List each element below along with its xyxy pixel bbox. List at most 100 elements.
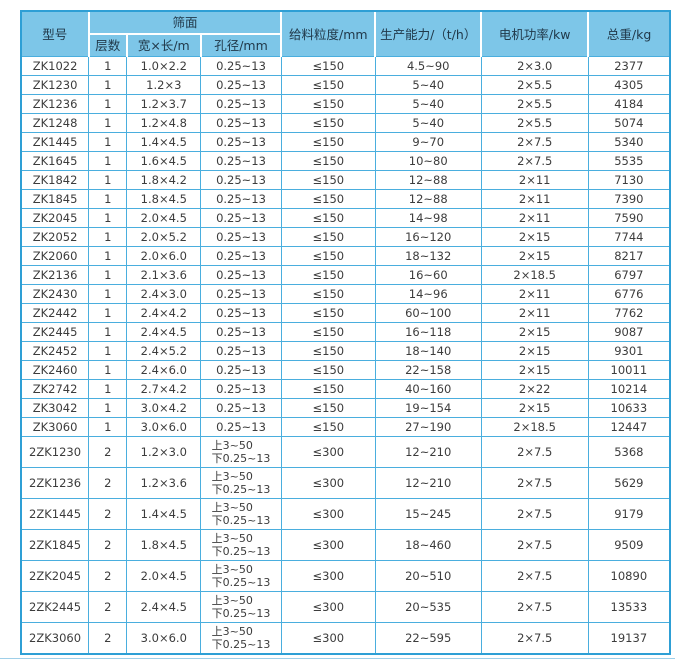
cell-width_length: 2.0×4.5 — [126, 208, 202, 228]
cell-layers: 1 — [88, 94, 128, 114]
cell-motor_power: 2×5.5 — [480, 75, 589, 95]
cell-motor_power: 2×7.5 — [480, 467, 589, 499]
cell-feed_size: ≤150 — [280, 417, 376, 437]
table-row: ZK2052 1 2.0×5.2 0.25~13 ≤150 16~120 2×15 7744 — [22, 227, 669, 247]
cell-motor_power: 2×11 — [480, 189, 589, 209]
cell-motor_power: 2×15 — [480, 227, 589, 247]
cell-aperture: 上3~50 下0.25~13 — [200, 436, 282, 468]
cell-aperture: 0.25~13 — [200, 75, 282, 95]
cell-motor_power: 2×7.5 — [480, 498, 589, 530]
cell-layers: 2 — [88, 560, 128, 592]
cell-motor_power: 2×7.5 — [480, 560, 589, 592]
cell-capacity: 18~132 — [374, 246, 482, 266]
cell-width_length: 1.2×3 — [126, 75, 202, 95]
cell-total_weight: 7590 — [587, 208, 669, 228]
aperture-two-line: 上3~50 下0.25~13 — [211, 625, 271, 651]
cell-motor_power: 2×7.5 — [480, 436, 589, 468]
table-row: ZK2445 1 2.4×4.5 0.25~13 ≤150 16~118 2×15 9087 — [22, 322, 669, 342]
cell-layers: 1 — [88, 322, 128, 342]
cell-capacity: 20~510 — [374, 560, 482, 592]
cell-layers: 1 — [88, 170, 128, 190]
cell-capacity: 9~70 — [374, 132, 482, 152]
cell-layers: 2 — [88, 591, 128, 623]
cell-total_weight: 5629 — [587, 467, 669, 499]
cell-total_weight: 6776 — [587, 284, 669, 304]
cell-model: ZK1022 — [22, 56, 90, 76]
cell-feed_size: ≤150 — [280, 303, 376, 323]
cell-layers: 2 — [88, 529, 128, 561]
cell-width_length: 3.0×6.0 — [126, 622, 202, 653]
table-row: ZK2136 1 2.1×3.6 0.25~13 ≤150 16~60 2×18.5 6797 — [22, 265, 669, 285]
cell-model: ZK2052 — [22, 227, 90, 247]
cell-width_length: 2.4×6.0 — [126, 360, 202, 380]
cell-motor_power: 2×3.0 — [480, 56, 589, 76]
cell-total_weight: 13533 — [587, 591, 669, 623]
cell-aperture: 0.25~13 — [200, 303, 282, 323]
cell-width_length: 1.4×4.5 — [126, 498, 202, 530]
cell-feed_size: ≤150 — [280, 379, 376, 399]
cell-feed_size: ≤150 — [280, 113, 376, 133]
column-header-capacity: 生产能力/（t/h） — [374, 12, 483, 57]
cell-feed_size: ≤300 — [280, 498, 376, 530]
cell-width_length: 1.2×3.7 — [126, 94, 202, 114]
cell-feed_size: ≤150 — [280, 132, 376, 152]
cell-layers: 1 — [88, 151, 128, 171]
cell-total_weight: 6797 — [587, 265, 669, 285]
cell-aperture: 0.25~13 — [200, 94, 282, 114]
table-row: ZK2045 1 2.0×4.5 0.25~13 ≤150 14~98 2×11 7590 — [22, 208, 669, 228]
cell-model: ZK1842 — [22, 170, 90, 190]
spec-table: 型号 筛面 给料粒度/mm 生产能力/（t/h） 电机功率/kw 总重/kg 层… — [22, 12, 669, 653]
cell-layers: 2 — [88, 498, 128, 530]
cell-layers: 1 — [88, 208, 128, 228]
cell-layers: 1 — [88, 398, 128, 418]
cell-capacity: 18~140 — [374, 341, 482, 361]
table-row: ZK1022 1 1.0×2.2 0.25~13 ≤150 4.5~90 2×3.0 2377 — [22, 56, 669, 76]
cell-motor_power: 2×7.5 — [480, 529, 589, 561]
cell-layers: 1 — [88, 189, 128, 209]
cell-total_weight: 7762 — [587, 303, 669, 323]
cell-capacity: 16~118 — [374, 322, 482, 342]
cell-capacity: 40~160 — [374, 379, 482, 399]
cell-layers: 1 — [88, 246, 128, 266]
column-header-model: 型号 — [22, 12, 90, 57]
cell-capacity: 4.5~90 — [374, 56, 482, 76]
cell-motor_power: 2×18.5 — [480, 265, 589, 285]
column-header-screen-surface: 筛面 — [87, 12, 283, 35]
cell-motor_power: 2×15 — [480, 398, 589, 418]
cell-total_weight: 5340 — [587, 132, 669, 152]
table-row: ZK2442 1 2.4×4.2 0.25~13 ≤150 60~100 2×11 7762 — [22, 303, 669, 323]
cell-motor_power: 2×7.5 — [480, 132, 589, 152]
table-row: ZK2460 1 2.4×6.0 0.25~13 ≤150 22~158 2×15 10011 — [22, 360, 669, 380]
cell-motor_power: 2×15 — [480, 322, 589, 342]
cell-motor_power: 2×11 — [480, 303, 589, 323]
cell-layers: 2 — [88, 436, 128, 468]
cell-feed_size: ≤300 — [280, 467, 376, 499]
cell-width_length: 1.8×4.5 — [126, 529, 202, 561]
cell-aperture: 0.25~13 — [200, 379, 282, 399]
cell-model: ZK1248 — [22, 113, 90, 133]
cell-aperture: 0.25~13 — [200, 322, 282, 342]
cell-capacity: 16~60 — [374, 265, 482, 285]
cell-feed_size: ≤150 — [280, 360, 376, 380]
cell-total_weight: 9301 — [587, 341, 669, 361]
cell-model: ZK2460 — [22, 360, 90, 380]
header-row-top: 型号 筛面 给料粒度/mm 生产能力/（t/h） 电机功率/kw 总重/kg — [22, 12, 669, 57]
table-row: ZK3060 1 3.0×6.0 0.25~13 ≤150 27~190 2×18.5 124… — [22, 417, 669, 437]
cell-total_weight: 9087 — [587, 322, 669, 342]
cell-model: 2ZK1236 — [22, 467, 90, 499]
cell-model: 2ZK1845 — [22, 529, 90, 561]
column-header-aperture: 孔径/mm — [199, 34, 282, 57]
cell-model: ZK1230 — [22, 75, 90, 95]
cell-capacity: 15~245 — [374, 498, 482, 530]
cell-feed_size: ≤300 — [280, 622, 376, 653]
table-row: 2ZK3060 2 3.0×6.0 上3~50 下0.25~13 ≤300 22~595 2×… — [22, 622, 669, 653]
cell-layers: 1 — [88, 132, 128, 152]
cell-motor_power: 2×15 — [480, 341, 589, 361]
cell-capacity: 16~120 — [374, 227, 482, 247]
cell-model: ZK2445 — [22, 322, 90, 342]
cell-aperture: 上3~50 下0.25~13 — [200, 467, 282, 499]
cell-width_length: 2.4×3.0 — [126, 284, 202, 304]
cell-feed_size: ≤150 — [280, 265, 376, 285]
cell-width_length: 1.8×4.5 — [126, 189, 202, 209]
cell-capacity: 14~98 — [374, 208, 482, 228]
